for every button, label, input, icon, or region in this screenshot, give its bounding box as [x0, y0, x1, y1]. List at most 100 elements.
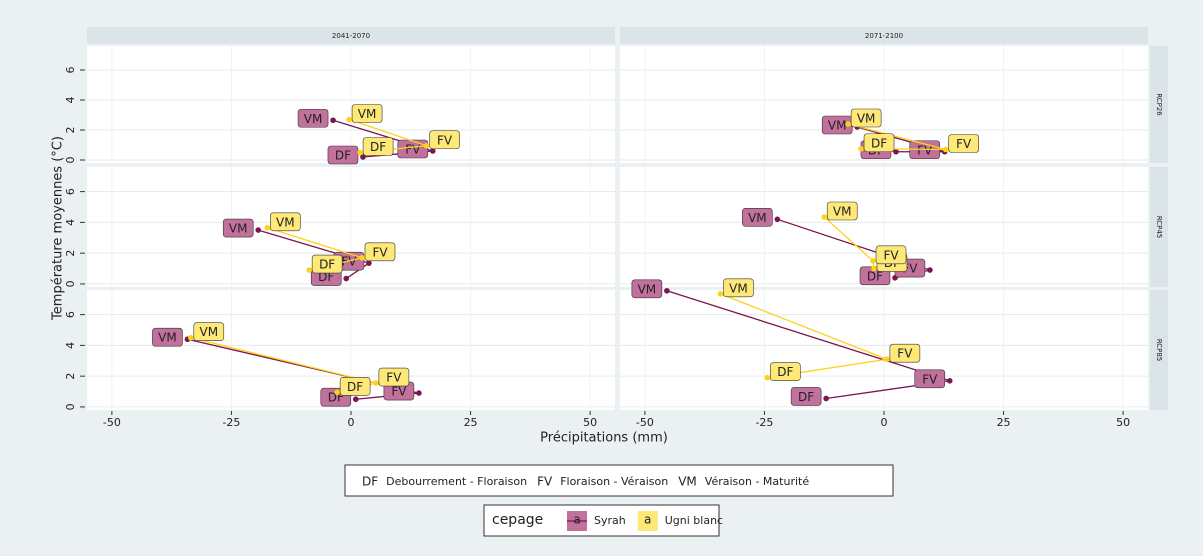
- point: [373, 380, 379, 386]
- point-label-box: [364, 242, 396, 262]
- point: [306, 267, 312, 273]
- point-label: DF: [335, 149, 351, 163]
- point-label: VM: [358, 107, 377, 121]
- y-tick-label: 2: [64, 250, 77, 257]
- point: [821, 214, 828, 220]
- legend-label: Syrah: [594, 514, 626, 527]
- x-tick-label: -25: [222, 416, 240, 429]
- row-strip: [1150, 46, 1168, 163]
- point: [416, 390, 422, 396]
- point: [360, 154, 366, 160]
- point-label: FV: [372, 245, 388, 259]
- point-label: DF: [328, 391, 344, 405]
- point: [264, 224, 271, 231]
- y-tick-label: 2: [64, 373, 77, 380]
- legend-description: Véraison - Maturité: [705, 475, 810, 488]
- point: [942, 146, 949, 153]
- row-strip-label: RCP45: [1155, 216, 1163, 239]
- point-label-box: [948, 134, 979, 153]
- point-label-box: [362, 137, 394, 156]
- row-strip-label: RCP85: [1155, 339, 1163, 362]
- point-label: FV: [391, 385, 407, 399]
- point-label: VM: [828, 119, 847, 133]
- point-label: FV: [405, 143, 421, 157]
- point-label: VM: [304, 112, 323, 126]
- y-tick-label: 0: [64, 280, 77, 287]
- point: [717, 291, 724, 297]
- legend-label: Ugni blanc: [665, 514, 723, 527]
- y-tick-label: 0: [64, 403, 77, 410]
- point-label-box: [631, 279, 663, 299]
- point: [357, 149, 363, 156]
- x-tick-label: 50: [583, 416, 597, 429]
- point-label: DF: [777, 365, 793, 379]
- point-label: VM: [638, 282, 657, 296]
- point: [352, 396, 359, 403]
- point-label: DF: [319, 258, 335, 272]
- point: [359, 254, 365, 261]
- point: [343, 275, 350, 282]
- point-label: FV: [956, 137, 972, 151]
- x-tick-label: 25: [997, 416, 1011, 429]
- column-strip-label: 2041-2070: [332, 32, 370, 40]
- point-label-box: [742, 208, 773, 227]
- column-strip-label: 2071-2100: [865, 32, 903, 40]
- legend-key: [637, 511, 658, 531]
- point: [429, 148, 436, 154]
- point-label-box: [311, 254, 343, 274]
- row-strip-label: RCP26: [1155, 93, 1163, 116]
- point: [187, 334, 194, 341]
- x-tick-label: 0: [348, 416, 355, 429]
- point-label-box: [429, 130, 460, 150]
- point: [927, 267, 933, 273]
- legend-title: cepage: [492, 512, 543, 528]
- point-label: VM: [158, 331, 177, 345]
- point-label-box: [270, 212, 301, 232]
- x-axis-title: Précipitations (mm): [540, 431, 668, 446]
- point-label: DF: [370, 140, 386, 154]
- y-tick-label: 6: [64, 311, 77, 318]
- series-legend-box: [483, 504, 720, 537]
- point-label: FV: [897, 347, 913, 361]
- y-tick-label: 2: [64, 127, 77, 134]
- stage-legend-box: [344, 464, 894, 497]
- point: [334, 389, 340, 396]
- point: [871, 265, 877, 272]
- point-label: FV: [883, 248, 899, 262]
- point-label: DF: [318, 270, 334, 284]
- point-label: VM: [857, 112, 876, 126]
- point-label: VM: [729, 281, 748, 295]
- point-label: FV: [386, 371, 402, 385]
- point-label-box: [863, 133, 895, 153]
- point-label-box: [222, 218, 254, 238]
- point: [764, 374, 771, 381]
- point: [893, 148, 899, 155]
- point-label-box: [790, 387, 822, 406]
- legend-key-glyph: a: [573, 513, 580, 527]
- point-label-box: [193, 322, 225, 341]
- legend-code: DF: [362, 475, 378, 489]
- point-label: VM: [200, 325, 219, 339]
- point: [664, 287, 670, 294]
- y-tick-label: 0: [64, 157, 77, 164]
- point: [366, 260, 372, 266]
- legend-description: Debourrement - Floraison: [386, 475, 527, 488]
- x-tick-label: 25: [464, 416, 478, 429]
- y-tick-label: 4: [64, 342, 77, 349]
- y-tick-label: 4: [64, 219, 77, 226]
- point-label: VM: [229, 222, 248, 236]
- point: [774, 216, 781, 223]
- y-axis-title: Température moyennes (°C): [51, 136, 66, 321]
- point-label: FV: [922, 372, 938, 386]
- point-label: VM: [748, 211, 767, 225]
- point-label-box: [327, 145, 359, 165]
- point-label: DF: [871, 136, 887, 150]
- row-strip: [1150, 167, 1168, 287]
- point: [330, 117, 336, 124]
- point: [946, 377, 953, 384]
- y-tick-label: 4: [64, 97, 77, 104]
- y-tick-label: 6: [64, 188, 77, 195]
- point: [870, 258, 876, 264]
- y-tick-label: 6: [64, 67, 77, 74]
